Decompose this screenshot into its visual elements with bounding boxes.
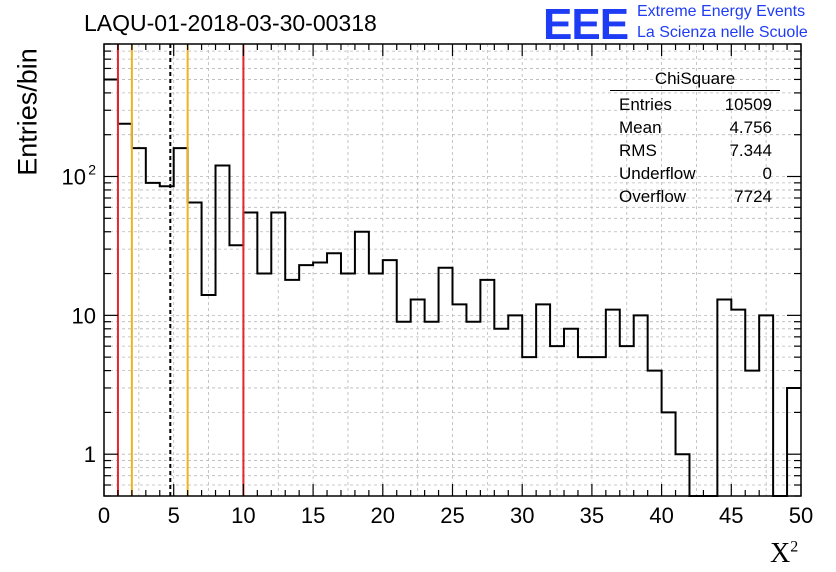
stat-value: 7.344: [729, 141, 772, 160]
x-axis-label-superscript: 2: [790, 538, 799, 556]
stat-row-entries: Entries 10509: [610, 93, 780, 116]
y-tick-label: 1: [84, 442, 96, 467]
y-axis-label: Entries/bin: [12, 48, 43, 176]
x-tick-label: 30: [510, 503, 534, 528]
x-tick-label: 50: [789, 503, 813, 528]
chart-title: LAQU-01-2018-03-30-00318: [84, 10, 377, 36]
eee-logo: EEE: [543, 0, 629, 49]
stats-title: ChiSquare: [610, 69, 780, 91]
histogram-series-line: [104, 78, 801, 497]
y-tick-label: 10: [72, 303, 96, 328]
y-tick-label: 10: [62, 164, 86, 189]
x-tick-label: 25: [440, 503, 464, 528]
stat-value: 10509: [724, 95, 772, 114]
x-tick-label: 5: [168, 503, 180, 528]
x-tick-label: 35: [580, 503, 604, 528]
stat-value: 4.756: [729, 118, 772, 137]
stat-label: Underflow: [619, 164, 696, 183]
x-tick-label: 40: [649, 503, 673, 528]
x-axis-label: X2: [770, 538, 798, 570]
stat-row-rms: RMS 7.344: [610, 139, 780, 162]
logo-line-1: Extreme Energy Events: [637, 3, 806, 20]
stat-value: 7724: [734, 187, 772, 206]
x-axis-label-text: X: [770, 538, 791, 569]
x-tick-label: 20: [371, 503, 395, 528]
y-tick-label-exponent: 2: [88, 161, 96, 177]
stat-label: RMS: [619, 141, 657, 160]
stat-row-overflow: Overflow 7724: [610, 185, 780, 208]
stats-box: ChiSquare Entries 10509 Mean 4.756 RMS 7…: [610, 69, 780, 208]
x-tick-label: 0: [98, 503, 110, 528]
x-tick-label: 10: [231, 503, 255, 528]
x-tick-label: 15: [301, 503, 325, 528]
stat-label: Entries: [619, 95, 672, 114]
stat-row-mean: Mean 4.756: [610, 116, 780, 139]
stat-label: Mean: [619, 118, 662, 137]
stat-value: 0: [762, 164, 772, 183]
logo-line-2: La Scienza nelle Scuole: [637, 24, 808, 41]
stat-label: Overflow: [619, 187, 687, 206]
stat-row-underflow: Underflow 0: [610, 162, 780, 185]
x-tick-label: 45: [719, 503, 743, 528]
